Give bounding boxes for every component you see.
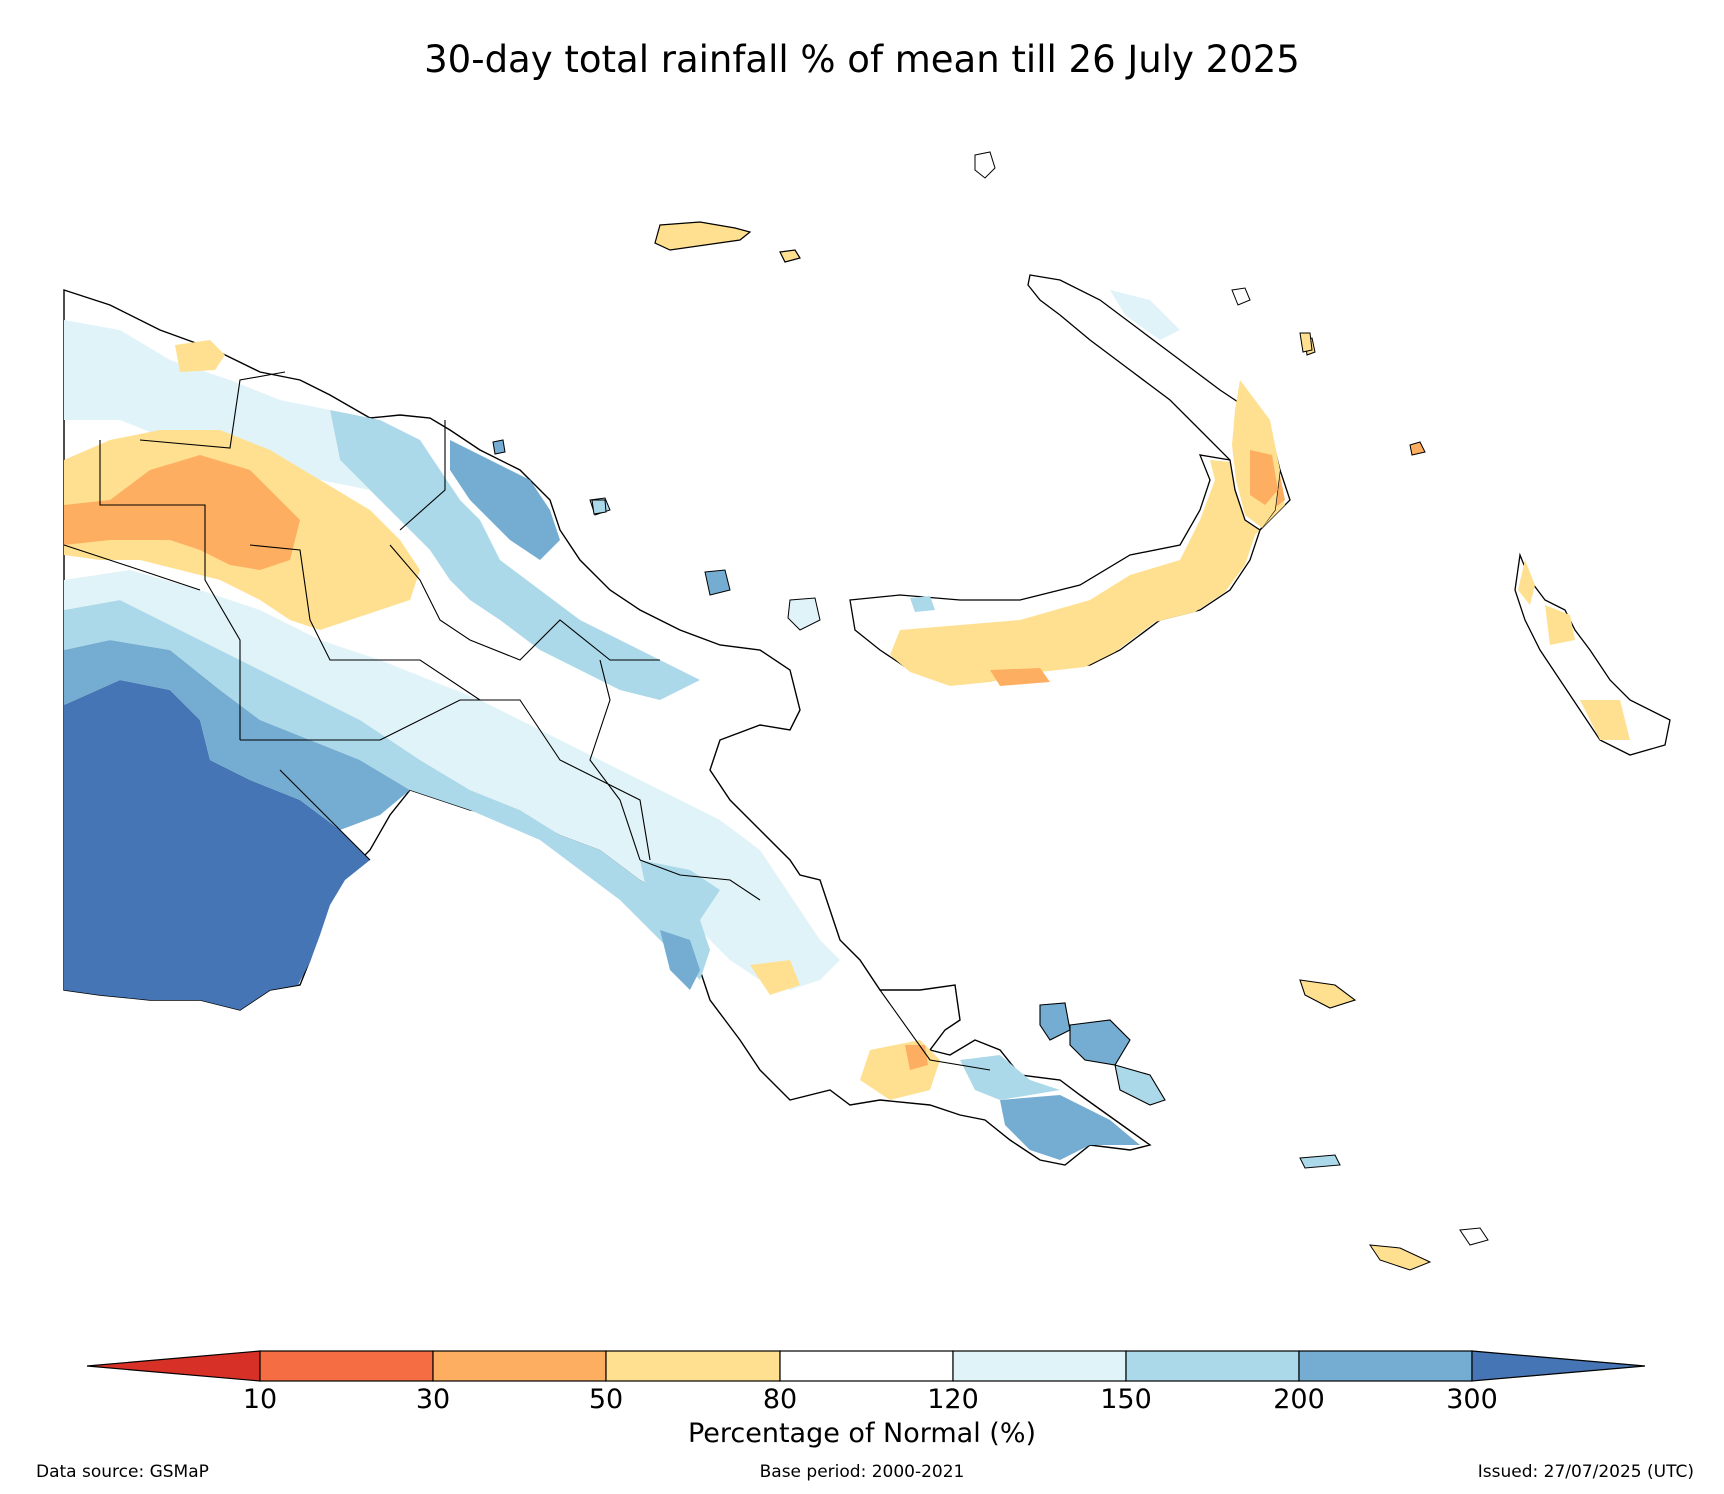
island-rossel bbox=[1368, 1244, 1432, 1271]
zone-300-southwest bbox=[64, 680, 370, 1010]
zone-150-eastcoast-north bbox=[330, 410, 700, 700]
zone-200-peninsula bbox=[660, 930, 700, 990]
island-normanby bbox=[1114, 1064, 1166, 1106]
cb-120-150 bbox=[952, 1350, 1127, 1382]
zone-50-new-ireland bbox=[1250, 450, 1278, 505]
islands bbox=[492, 151, 1671, 1271]
zone-80-peninsula bbox=[750, 960, 800, 995]
island-misima bbox=[1299, 1154, 1341, 1169]
cb-tick-50: 50 bbox=[588, 1384, 624, 1415]
zone-200-northcoast bbox=[450, 440, 560, 560]
zone-80-bougainville-mid bbox=[1545, 605, 1575, 645]
province-boundaries bbox=[63, 371, 991, 1071]
island-goodenough bbox=[1039, 1002, 1071, 1041]
zone-120-central bbox=[64, 570, 840, 990]
zone-150-tip bbox=[960, 1055, 1060, 1100]
zone-200-south bbox=[64, 640, 410, 830]
cb-150-200 bbox=[1125, 1350, 1300, 1382]
island-manus-east bbox=[779, 249, 801, 263]
zone-80-bougainville bbox=[1580, 700, 1630, 740]
footer-base-period: Base period: 2000-2021 bbox=[759, 1462, 965, 1482]
zone-120-north bbox=[64, 320, 370, 490]
cb-50-80 bbox=[605, 1350, 781, 1382]
footer-data-source: Data source: GSMaP bbox=[36, 1462, 209, 1482]
zone-50-highlands bbox=[64, 455, 300, 570]
cb-above-300 bbox=[1471, 1350, 1646, 1382]
island-umboi bbox=[787, 597, 821, 631]
zone-80-bougainville-north bbox=[1518, 560, 1535, 605]
island-manus bbox=[654, 221, 752, 251]
island-small-2 bbox=[1409, 441, 1426, 456]
island-west-pt bbox=[492, 439, 506, 455]
cb-below-10 bbox=[86, 1350, 261, 1382]
zone-50-new-britain-south bbox=[990, 668, 1050, 686]
cb-tick-10: 10 bbox=[242, 1384, 278, 1415]
cb-tick-120: 120 bbox=[927, 1384, 979, 1415]
island-emirau bbox=[1231, 287, 1251, 306]
island-long bbox=[704, 569, 731, 596]
colorbar bbox=[86, 1350, 1646, 1382]
cb-tick-30: 30 bbox=[415, 1384, 451, 1415]
cb-tick-150: 150 bbox=[1100, 1384, 1152, 1415]
zone-120-new-ireland bbox=[1110, 290, 1180, 340]
zone-80-new-britain bbox=[890, 460, 1285, 686]
island-bagabag bbox=[591, 499, 607, 515]
island-fergusson bbox=[1069, 1019, 1131, 1066]
island-mussau bbox=[974, 151, 996, 179]
zone-150-peninsula bbox=[640, 860, 720, 980]
zone-80-north-small bbox=[175, 340, 225, 372]
cb-tick-80: 80 bbox=[762, 1384, 798, 1415]
zone-200-tip bbox=[1000, 1095, 1140, 1160]
cb-80-120 bbox=[779, 1350, 954, 1382]
island-sudest bbox=[1459, 1227, 1489, 1246]
island-woodlark bbox=[1299, 979, 1357, 1009]
footer-issued: Issued: 27/07/2025 (UTC) bbox=[1477, 1462, 1694, 1482]
island-lihir bbox=[1299, 332, 1313, 353]
cb-200-300 bbox=[1298, 1350, 1473, 1382]
island-bougainville bbox=[1514, 552, 1671, 756]
zone-150-new-britain-west bbox=[910, 596, 935, 612]
cb-tick-200: 200 bbox=[1273, 1384, 1325, 1415]
zone-150-south bbox=[64, 600, 700, 970]
cb-30-50 bbox=[432, 1350, 607, 1382]
colorbar-title: Percentage of Normal (%) bbox=[687, 1418, 1037, 1449]
island-new-ireland bbox=[1027, 274, 1281, 531]
cb-tick-300: 300 bbox=[1446, 1384, 1498, 1415]
cb-10-30 bbox=[259, 1350, 434, 1382]
mainland bbox=[63, 289, 1152, 1166]
zone-50-peninsula bbox=[905, 1045, 928, 1070]
map-title: 30-day total rainfall % of mean till 26 … bbox=[424, 38, 1300, 81]
